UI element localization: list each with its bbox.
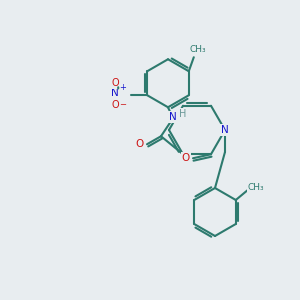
Text: H: H (179, 109, 187, 119)
Text: N: N (169, 112, 177, 122)
Text: O: O (136, 139, 144, 149)
Text: +: + (119, 83, 126, 92)
Text: N: N (111, 88, 119, 98)
Text: O: O (111, 100, 119, 110)
Text: N: N (221, 125, 229, 135)
Text: O: O (182, 153, 190, 163)
Text: O: O (111, 78, 119, 88)
Text: CH₃: CH₃ (248, 182, 264, 191)
Text: −: − (119, 100, 126, 109)
Text: CH₃: CH₃ (190, 45, 206, 54)
